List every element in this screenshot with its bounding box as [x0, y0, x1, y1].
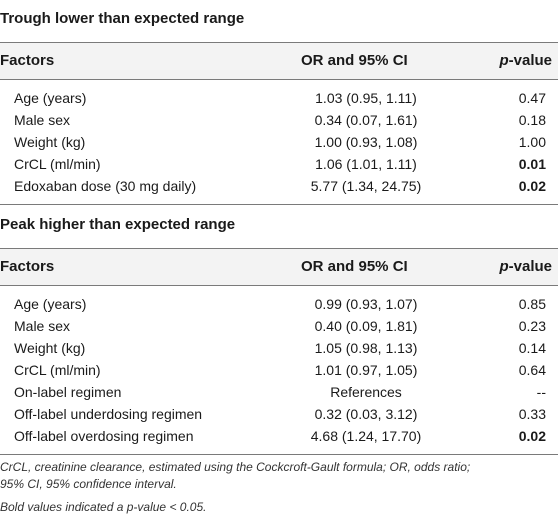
p-value-cell: 0.14	[518, 340, 546, 356]
table-header-trough: Factors OR and 95% CI p-value	[0, 42, 558, 80]
table-header-peak: Factors OR and 95% CI p-value	[0, 248, 558, 286]
factor-cell: Age (years)	[14, 90, 87, 106]
p-value-cell: 0.47	[518, 90, 546, 106]
header-factors: Factors	[0, 52, 55, 69]
header-factors: Factors	[0, 258, 55, 275]
factor-cell: Age (years)	[14, 296, 87, 312]
or-cell: 4.68 (1.24, 17.70)	[310, 428, 422, 444]
table-row: Weight (kg) 1.00 (0.93, 1.08) 1.00	[0, 134, 558, 156]
header-p-italic: p	[499, 258, 509, 275]
p-value-cell: 0.33	[518, 406, 546, 422]
header-p-rest: -value	[508, 52, 552, 69]
or-cell: 1.01 (0.97, 1.05)	[314, 362, 418, 378]
header-or-ci: OR and 95% CI	[301, 52, 408, 69]
p-value-cell: 0.01	[518, 156, 546, 172]
footnote-ci: 95% CI, 95% confidence interval.	[0, 477, 177, 491]
table-bottom-rule	[0, 454, 558, 455]
factor-cell: Off-label overdosing regimen	[14, 428, 194, 444]
table-row: CrCL (ml/min) 1.06 (1.01, 1.11) 0.01	[0, 156, 558, 178]
or-cell: References	[330, 384, 402, 400]
factor-cell: Off-label underdosing regimen	[14, 406, 203, 422]
factor-cell: Male sex	[14, 112, 71, 128]
table-row: Male sex 0.34 (0.07, 1.61) 0.18	[0, 112, 558, 134]
table-row: Weight (kg) 1.05 (0.98, 1.13) 0.14	[0, 340, 558, 362]
factor-cell: Edoxaban dose (30 mg daily)	[14, 178, 197, 194]
table-row: CrCL (ml/min) 1.01 (0.97, 1.05) 0.64	[0, 362, 558, 384]
section-title-trough: Trough lower than expected range	[0, 10, 245, 27]
or-cell: 1.05 (0.98, 1.13)	[314, 340, 418, 356]
p-value-cell: 0.02	[518, 428, 546, 444]
or-cell: 1.06 (1.01, 1.11)	[315, 156, 417, 172]
footnote-bold: Bold values indicated a p-value < 0.05.	[0, 500, 207, 514]
or-cell: 1.03 (0.95, 1.11)	[315, 90, 417, 106]
factor-cell: On-label regimen	[14, 384, 122, 400]
header-or-ci: OR and 95% CI	[301, 258, 408, 275]
section-divider	[0, 204, 558, 205]
header-p-value: p-value	[499, 52, 552, 69]
table-row: Off-label underdosing regimen 0.32 (0.03…	[0, 406, 558, 428]
p-value-cell: 0.02	[518, 178, 546, 194]
factor-cell: Male sex	[14, 318, 71, 334]
p-value-cell: --	[536, 384, 546, 400]
or-cell: 0.32 (0.03, 3.12)	[314, 406, 418, 422]
or-cell: 0.40 (0.09, 1.81)	[314, 318, 418, 334]
header-p-italic: p	[499, 52, 509, 69]
header-p-rest: -value	[508, 258, 552, 275]
factor-cell: Weight (kg)	[14, 134, 86, 150]
or-cell: 5.77 (1.34, 24.75)	[310, 178, 422, 194]
factor-cell: Weight (kg)	[14, 340, 86, 356]
p-value-cell: 1.00	[518, 134, 546, 150]
table-row: On-label regimen References --	[0, 384, 558, 406]
p-value-cell: 0.18	[518, 112, 546, 128]
factor-cell: CrCL (ml/min)	[14, 362, 101, 378]
or-cell: 1.00 (0.93, 1.08)	[314, 134, 418, 150]
table-row: Age (years) 0.99 (0.93, 1.07) 0.85	[0, 296, 558, 318]
table-row: Male sex 0.40 (0.09, 1.81) 0.23	[0, 318, 558, 340]
footnote-abbreviations: CrCL, creatinine clearance, estimated us…	[0, 460, 471, 474]
header-p-value: p-value	[499, 258, 552, 275]
table-row: Age (years) 1.03 (0.95, 1.11) 0.47	[0, 90, 558, 112]
p-value-cell: 0.85	[518, 296, 546, 312]
table-row: Edoxaban dose (30 mg daily) 5.77 (1.34, …	[0, 178, 558, 200]
or-cell: 0.99 (0.93, 1.07)	[314, 296, 418, 312]
table-row: Off-label overdosing regimen 4.68 (1.24,…	[0, 428, 558, 450]
p-value-cell: 0.64	[518, 362, 546, 378]
section-title-peak: Peak higher than expected range	[0, 216, 236, 233]
or-cell: 0.34 (0.07, 1.61)	[314, 112, 418, 128]
factor-cell: CrCL (ml/min)	[14, 156, 101, 172]
p-value-cell: 0.23	[518, 318, 546, 334]
